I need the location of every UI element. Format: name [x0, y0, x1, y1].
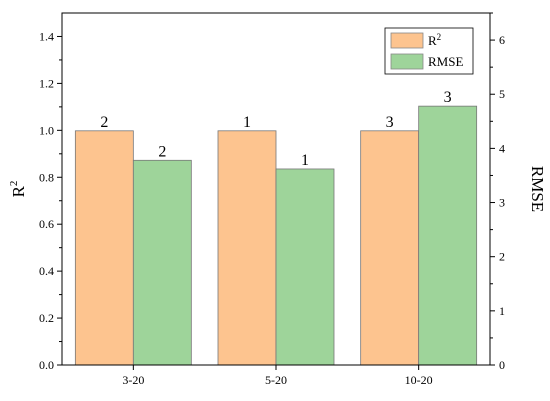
- bar-r2-5-20: [217, 130, 277, 366]
- bar-labels: 2 2 1 1 3 3: [100, 89, 451, 169]
- y-left-tick-label-1.2: 1.2: [39, 76, 54, 90]
- y-left-tick-label-0.8: 0.8: [39, 170, 54, 184]
- y-right-tick-label-5: 5: [499, 87, 505, 101]
- y-left-tick-label-0.6: 0.6: [39, 217, 54, 231]
- x-tick-label-10-20: 10-20: [405, 373, 433, 387]
- legend-label-r2: R2: [428, 32, 441, 48]
- x-tick-label-5-20: 5-20: [265, 373, 287, 387]
- y-left-tick-label-0.2: 0.2: [39, 311, 54, 325]
- y-right-tick-label-1: 1: [499, 304, 505, 318]
- bar-label-rmse-3-20: 2: [158, 143, 166, 160]
- y-left-tick-label-0.0: 0.0: [39, 358, 54, 372]
- bar-label-r2-10-20: 3: [386, 114, 394, 131]
- legend-swatch-rmse: [390, 53, 424, 70]
- bar-label-rmse-5-20: 1: [301, 152, 309, 169]
- y-left-axis: 0.0 0.2 0.4 0.6 0.8 1.0 1.2 1.4: [39, 29, 62, 372]
- legend: R2 RMSE: [384, 27, 474, 75]
- legend-label-rmse: RMSE: [428, 54, 463, 69]
- y-left-axis-title: R2: [8, 181, 28, 198]
- y-left-tick-label-0.4: 0.4: [39, 264, 54, 278]
- bar-r2-3-20: [74, 130, 134, 366]
- legend-swatch-r2: [390, 32, 424, 49]
- bar-label-r2-5-20: 1: [243, 114, 251, 131]
- y-right-axis-title: RMSE: [528, 166, 547, 212]
- y-right-tick-label-2: 2: [499, 250, 505, 264]
- bar-rmse-3-20: [132, 159, 192, 366]
- bar-rmse-5-20: [275, 168, 335, 366]
- y-left-tick-label-1.4: 1.4: [39, 29, 54, 43]
- y-right-tick-label-0: 0: [499, 358, 505, 372]
- y-right-tick-label-3: 3: [499, 196, 505, 210]
- y-right-tick-label-4: 4: [499, 141, 505, 155]
- bars: [74, 105, 478, 366]
- y-right-axis: 0 1 2 3 4 5 6: [490, 12, 505, 372]
- x-axis: 3-20 5-20 10-20: [122, 365, 433, 387]
- bar-label-r2-3-20: 2: [100, 114, 108, 131]
- y-right-tick-label-6: 6: [499, 33, 505, 47]
- bar-label-rmse-10-20: 3: [444, 89, 452, 106]
- bar-r2-10-20: [360, 130, 420, 366]
- x-tick-label-3-20: 3-20: [122, 373, 144, 387]
- y-left-tick-label-1.0: 1.0: [39, 123, 54, 137]
- bar-rmse-10-20: [418, 105, 478, 366]
